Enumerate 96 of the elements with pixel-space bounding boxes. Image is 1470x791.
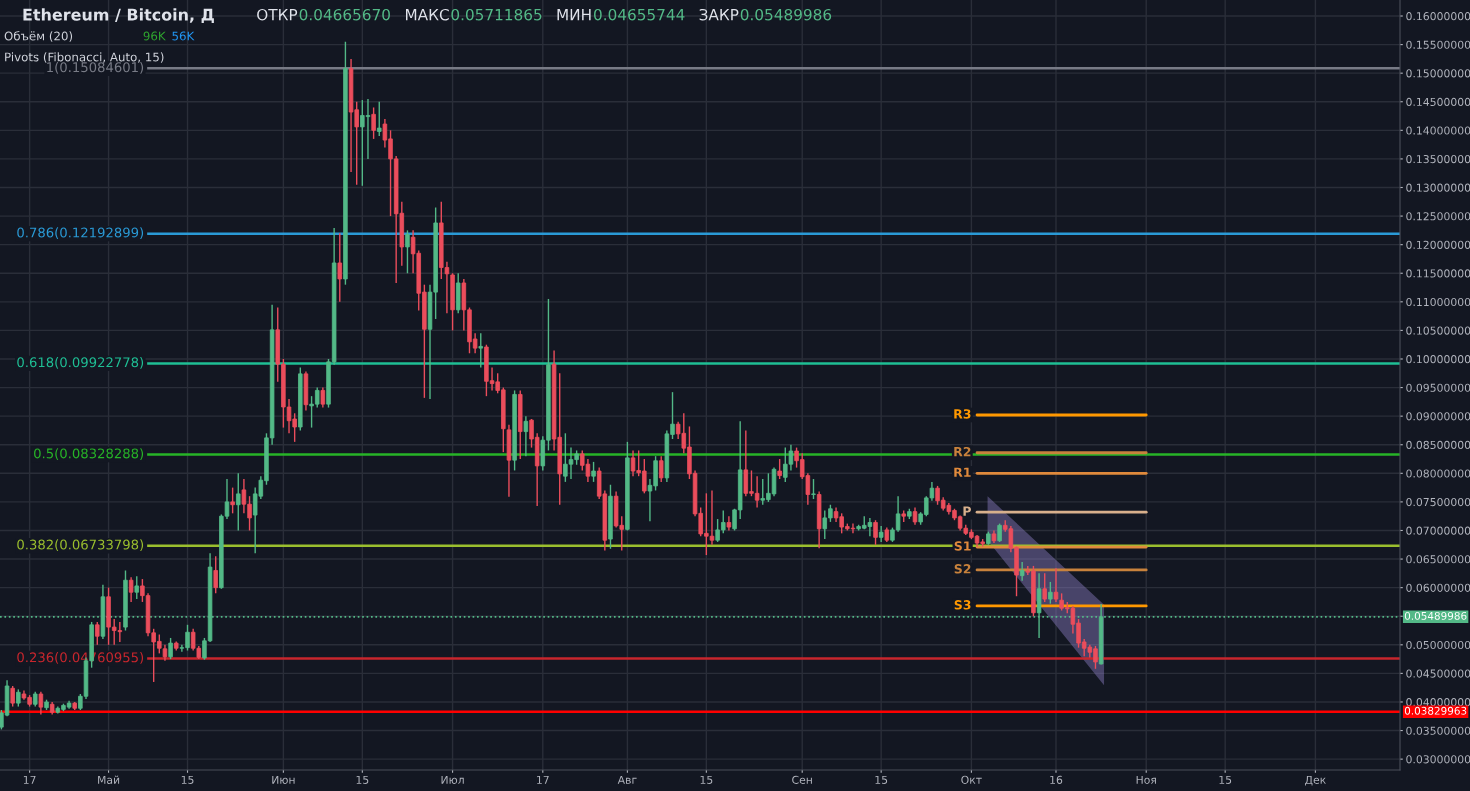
annotation: ОТКР xyxy=(257,8,298,21)
candlestick xyxy=(371,106,376,140)
candlestick xyxy=(320,386,326,409)
candlestick xyxy=(1019,561,1025,582)
y-tick-label: 0.14000000 xyxy=(1406,126,1470,135)
candlestick xyxy=(405,229,410,274)
x-tick-label: 16 xyxy=(1050,775,1063,784)
candlestick xyxy=(236,472,241,532)
y-tick-label: 0.16000000 xyxy=(1406,12,1470,21)
x-tick-label: Авг xyxy=(617,775,637,784)
y-tick-label: 0.11000000 xyxy=(1406,297,1470,307)
candlestick xyxy=(38,690,44,716)
candlestick xyxy=(1053,567,1059,603)
candlestick xyxy=(1048,581,1053,605)
x-tick-label: Ноя xyxy=(1136,775,1156,784)
ref-line-label: 0.05489986 xyxy=(1404,611,1467,620)
candlestick xyxy=(134,575,140,600)
annotation: 0.04665670 xyxy=(299,8,390,21)
y-tick-label: 0.12500000 xyxy=(1406,212,1470,221)
x-tick-label: 15 xyxy=(1219,775,1232,784)
y-tick-label: 0.12000000 xyxy=(1406,240,1470,249)
y-tick-label: 0.13000000 xyxy=(1406,183,1470,192)
candlestick xyxy=(128,576,134,603)
x-tick-label: Сен xyxy=(792,775,812,784)
x-tick-label: 17 xyxy=(23,775,36,784)
x-tick-label: Май xyxy=(98,775,120,784)
y-tick-label: 0.09000000 xyxy=(1406,412,1470,421)
y-tick-label: 0.05000000 xyxy=(1406,640,1470,650)
candlestick xyxy=(230,486,235,515)
x-tick-label: 15 xyxy=(875,775,888,784)
ref-line-label: 1(0.15084601) xyxy=(47,61,144,74)
candlestick xyxy=(873,519,878,546)
ref-line-label: 0.786(0.12192899) xyxy=(17,227,144,240)
x-tick-label: Окт xyxy=(961,775,982,784)
candlestick xyxy=(168,637,173,660)
y-tick-label: 0.08500000 xyxy=(1406,440,1470,450)
y-tick-label: 0.06000000 xyxy=(1406,583,1470,592)
y-tick-label: 0.07500000 xyxy=(1406,497,1470,507)
annotation: МАКС xyxy=(406,8,449,21)
y-tick-label: 0.04000000 xyxy=(1406,698,1470,707)
x-tick-label: Дек xyxy=(1305,775,1326,786)
y-tick-label: 0.14500000 xyxy=(1406,97,1470,107)
candlestick xyxy=(213,555,218,595)
candlestick xyxy=(523,415,529,457)
x-tick-label: Июн xyxy=(272,775,295,784)
y-tick-label: 0.06500000 xyxy=(1406,555,1470,564)
ref-line-label: 0.382(0.06733798) xyxy=(17,539,144,552)
annotation: Объём (20) xyxy=(4,31,73,42)
candlestick xyxy=(777,458,782,480)
x-tick-label: 17 xyxy=(537,775,549,784)
series-label: P xyxy=(963,506,971,516)
chart-title: Ethereum / Bitcoin, Д xyxy=(23,8,214,23)
candlestick xyxy=(337,232,343,303)
candlestick xyxy=(478,332,484,369)
y-tick-label: 0.10500000 xyxy=(1406,326,1470,335)
ref-line-label: 0.618(0.09922778) xyxy=(17,357,144,369)
candlestick xyxy=(878,525,884,543)
annotation: 0.05489986 xyxy=(740,8,832,21)
ref-line-label: 0.5(0.08328288) xyxy=(34,448,144,460)
candlestick xyxy=(658,455,664,483)
x-tick-label: 15 xyxy=(181,775,194,784)
candlestick xyxy=(95,621,100,646)
series-label: R1 xyxy=(954,467,971,477)
y-tick-label: 0.10000000 xyxy=(1406,355,1470,364)
y-tick-label: 0.09500000 xyxy=(1406,383,1470,392)
annotation: 0.05711865 xyxy=(451,8,542,21)
candlestick xyxy=(1042,572,1047,603)
annotation: 56K xyxy=(172,31,195,41)
y-tick-label: 0.13500000 xyxy=(1406,154,1470,164)
y-tick-label: 0.07000000 xyxy=(1406,526,1470,535)
annotation: Pivots (Fibonacci, Auto, 15) xyxy=(5,52,164,63)
candlestick xyxy=(997,522,1002,543)
y-tick-label: 0.04500000 xyxy=(1406,669,1470,678)
y-tick-label: 0.15500000 xyxy=(1406,40,1470,49)
annotation: ЗАКР xyxy=(699,8,739,21)
y-tick-label: 0.15000000 xyxy=(1406,69,1470,78)
series-label: S1 xyxy=(954,541,971,551)
annotation: 96K xyxy=(143,31,166,41)
candlestick xyxy=(377,101,382,137)
annotation: 0.04655744 xyxy=(594,8,685,21)
series-label: S3 xyxy=(954,600,971,610)
series-label: S2 xyxy=(954,564,971,574)
y-tick-label: 0.03000000 xyxy=(1406,755,1470,764)
series-label: R2 xyxy=(954,446,971,457)
x-tick-label: 15 xyxy=(700,775,713,784)
candlestick xyxy=(10,685,15,708)
y-tick-label: 0.11500000 xyxy=(1406,269,1470,278)
x-tick-label: 15 xyxy=(356,775,369,784)
annotation: МИН xyxy=(557,9,591,21)
x-tick-label: Июл xyxy=(441,775,464,784)
ref-line-label: 0.03829963 xyxy=(1404,706,1467,715)
candlestick xyxy=(811,478,816,500)
y-tick-label: 0.08000000 xyxy=(1406,469,1470,478)
y-tick-label: 0.03500000 xyxy=(1406,726,1470,735)
candlestick xyxy=(591,461,596,483)
series-label: R3 xyxy=(954,409,971,419)
